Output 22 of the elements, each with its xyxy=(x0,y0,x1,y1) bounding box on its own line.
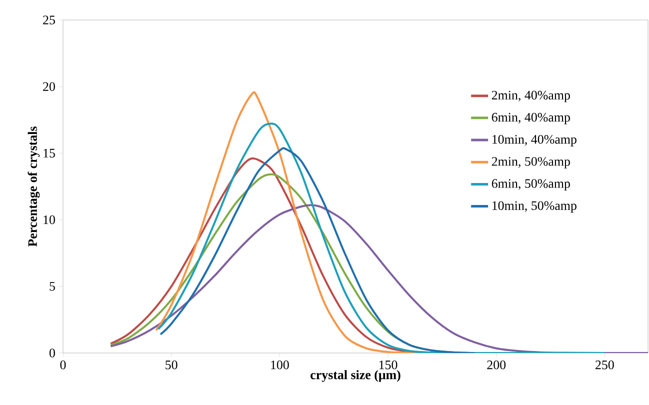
y-tick-label: 15 xyxy=(44,148,55,158)
x-tick-label: 200 xyxy=(487,360,506,370)
y-tick-label: 20 xyxy=(43,82,55,91)
y-tick-label: 0 xyxy=(50,348,55,358)
line-series xyxy=(160,148,476,353)
legend-label: 2min, 40%amp xyxy=(492,90,570,102)
y-tick-label: 25 xyxy=(43,16,55,24)
y-tick-label: 10 xyxy=(44,215,55,224)
y-tick-label: 5 xyxy=(50,282,55,291)
line-series xyxy=(157,122,606,353)
x-axis-title: crystal size (μm) xyxy=(310,370,400,382)
legend-label: 10min, 40%amp xyxy=(492,134,576,146)
x-tick-label: 50 xyxy=(166,360,178,370)
y-axis-title: Percentage of crystals xyxy=(28,126,40,247)
legend-label: 2min, 50%amp xyxy=(492,157,570,168)
x-tick-label: 0 xyxy=(60,360,66,370)
legend-label: 6min, 50%amp xyxy=(492,179,570,191)
x-tick-label: 250 xyxy=(596,360,614,370)
x-tick-label: 150 xyxy=(379,360,398,370)
legend-label: 10min, 50%amp xyxy=(492,201,576,213)
legend-label: 6min, 40%amp xyxy=(492,112,570,124)
x-tick-label: 100 xyxy=(271,360,289,370)
